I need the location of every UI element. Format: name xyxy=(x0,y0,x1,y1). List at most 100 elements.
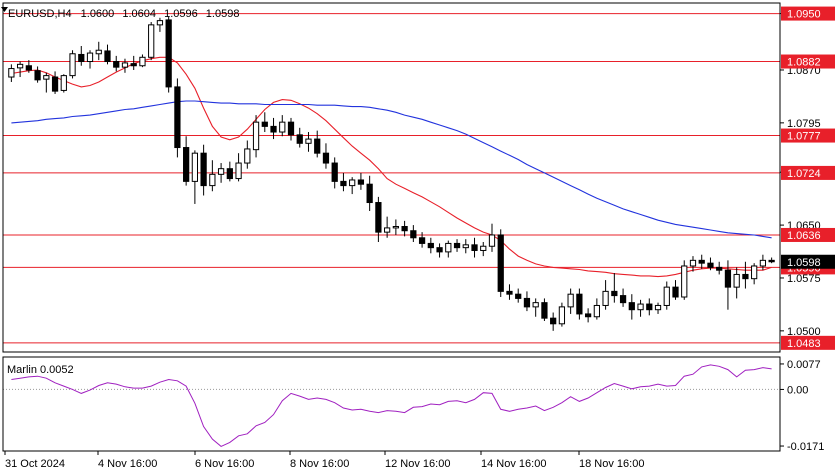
candle xyxy=(445,240,452,258)
candle xyxy=(515,288,522,303)
level-price-tag xyxy=(781,165,835,180)
candle xyxy=(698,254,705,269)
candle xyxy=(375,196,382,243)
candle xyxy=(349,177,356,195)
candle xyxy=(34,66,41,83)
candle-body-down xyxy=(366,183,373,204)
candle xyxy=(462,239,469,254)
candle xyxy=(410,225,417,243)
level-price-label: 1.0950 xyxy=(787,9,821,21)
indicator-pane xyxy=(3,364,780,447)
price-frame xyxy=(2,2,781,353)
level-price-label: 1.0882 xyxy=(787,57,821,69)
candle-body-up xyxy=(663,286,670,306)
candle-body-up xyxy=(43,75,50,80)
candle-body-down xyxy=(78,53,85,63)
candle-body-down xyxy=(287,121,295,136)
chart-menu-icon xyxy=(1,7,8,12)
candle xyxy=(25,60,32,73)
chart-title: EURUSD,H4 1.0600 1.0604 1.0596 1.0598 xyxy=(8,8,239,20)
candle-body-down xyxy=(410,230,417,239)
candle-body-down xyxy=(401,226,408,232)
candle xyxy=(113,55,120,72)
candle xyxy=(768,257,775,264)
candle xyxy=(8,64,15,82)
candle-body-down xyxy=(646,303,653,311)
candle xyxy=(16,61,24,78)
candle-body-down xyxy=(418,237,426,244)
candle-body-down xyxy=(497,234,504,292)
candle xyxy=(357,172,365,190)
candle xyxy=(488,223,496,252)
candle-body-up xyxy=(252,121,260,151)
candle xyxy=(366,175,373,211)
indicator-frame xyxy=(2,356,781,452)
price-pane xyxy=(3,13,780,344)
candle xyxy=(646,298,653,316)
candle-body-up xyxy=(95,49,102,55)
candle-body-down xyxy=(104,50,111,63)
candle-body-up xyxy=(139,56,146,67)
current-price-label: 1.0598 xyxy=(787,257,821,269)
candle xyxy=(436,243,443,258)
candle xyxy=(331,157,338,189)
candle-body-down xyxy=(742,273,749,280)
x-tick-label: 31 Oct 2024 xyxy=(5,458,65,470)
candle-body-down xyxy=(183,147,190,182)
candle xyxy=(576,288,583,320)
candle xyxy=(121,58,129,73)
candle xyxy=(165,16,172,93)
candle xyxy=(506,284,513,300)
candle-body-up xyxy=(558,306,566,325)
candle xyxy=(235,153,242,182)
candle-body-up xyxy=(681,265,688,298)
candle xyxy=(584,308,592,323)
candle-body-down xyxy=(51,76,59,92)
candle xyxy=(384,216,391,238)
candle xyxy=(567,288,574,314)
candle-body-up xyxy=(156,20,164,26)
candle-body-up xyxy=(69,53,76,77)
candle-body-down xyxy=(628,302,635,311)
candle-body-down xyxy=(619,295,627,304)
candle-body-down xyxy=(768,259,775,263)
candle-body-up xyxy=(689,259,697,267)
candle xyxy=(287,117,295,141)
candle xyxy=(174,78,181,158)
candle xyxy=(314,130,321,158)
level-price-label: 1.0777 xyxy=(787,131,821,143)
ma-fast-line xyxy=(11,56,772,278)
candle xyxy=(183,136,190,186)
candle xyxy=(156,17,164,32)
indicator-y-tick-label: 0.00 xyxy=(787,384,808,396)
candle-body-up xyxy=(654,304,662,311)
candle xyxy=(611,273,618,303)
candle xyxy=(217,163,225,183)
candle xyxy=(497,229,504,298)
candle xyxy=(252,115,260,158)
candle xyxy=(130,55,137,70)
candle-body-up xyxy=(567,293,574,308)
candle xyxy=(261,112,268,133)
ma-slow-line xyxy=(11,100,772,239)
candle-body-up xyxy=(392,226,399,229)
candle-body-up xyxy=(148,24,155,58)
candle xyxy=(95,41,102,61)
candle-body-up xyxy=(751,265,758,280)
candle-body-down xyxy=(270,125,277,133)
x-tick-label: 6 Nov 16:00 xyxy=(195,458,254,470)
indicator-y-tick-label: 0.0077 xyxy=(787,359,821,371)
candle xyxy=(401,220,408,237)
candle-body-up xyxy=(279,121,286,133)
candle xyxy=(43,72,50,93)
candle-body-down xyxy=(576,293,583,315)
level-price-tag xyxy=(781,335,835,350)
x-tick-label: 12 Nov 16:00 xyxy=(385,458,450,470)
candle xyxy=(392,219,399,235)
candle-body-up xyxy=(637,303,644,311)
candle-body-down xyxy=(34,70,41,81)
candle xyxy=(602,280,609,310)
candle-body-down xyxy=(471,244,478,251)
candle-body-up xyxy=(593,304,600,318)
candle-body-down xyxy=(113,61,120,68)
